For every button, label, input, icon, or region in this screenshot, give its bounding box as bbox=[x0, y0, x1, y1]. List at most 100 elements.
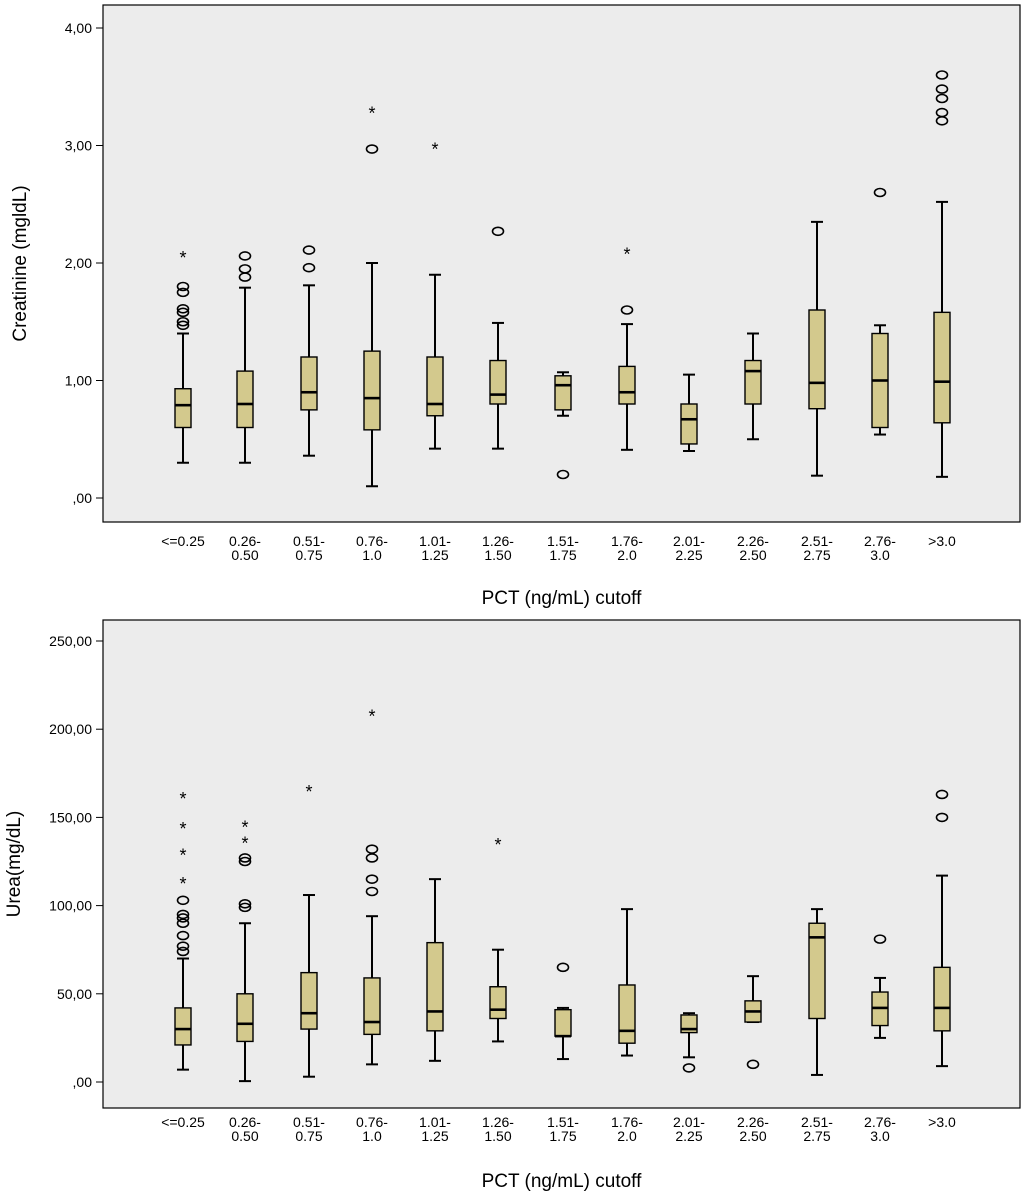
y-tick-label: 4,00 bbox=[65, 20, 92, 36]
outlier-point bbox=[176, 895, 190, 906]
x-tick-label: >3.0 bbox=[928, 533, 956, 549]
x-tick-label: 1.51- bbox=[547, 1114, 579, 1130]
x-tick-label: >3.0 bbox=[928, 1114, 956, 1130]
outlier-point bbox=[238, 899, 252, 909]
outlier-point bbox=[365, 874, 379, 884]
x-tick-label: 1.75 bbox=[549, 547, 576, 563]
box-13 bbox=[933, 789, 951, 1068]
outlier-point bbox=[238, 853, 252, 863]
y-tick-label: 50,00 bbox=[57, 986, 92, 1002]
iqr-box bbox=[680, 403, 698, 445]
box-4: * bbox=[363, 103, 381, 488]
x-tick-label: 0.51- bbox=[293, 533, 325, 549]
x-tick-label: 0.50 bbox=[231, 547, 258, 563]
iqr-box bbox=[933, 311, 951, 424]
plot-area bbox=[102, 4, 1021, 523]
iqr-box bbox=[363, 350, 381, 431]
outlier-point bbox=[556, 962, 570, 973]
x-tick-label: 2.75 bbox=[803, 547, 830, 563]
outlier-point bbox=[935, 107, 949, 118]
chart-1: ,00 1,00 2,00 3,00 4,00 Creatinine (mgldL) PCT… bbox=[10, 4, 1021, 609]
iqr-box bbox=[808, 309, 826, 410]
outlier-point bbox=[176, 316, 190, 327]
outlier-point bbox=[238, 856, 252, 867]
outlier-point bbox=[176, 304, 190, 314]
outlier-point bbox=[176, 918, 190, 929]
x-tick-label: 1.25 bbox=[421, 547, 448, 563]
box-2: ** bbox=[236, 817, 254, 1083]
outlier-point bbox=[365, 886, 379, 897]
x-tick-label: 3.0 bbox=[870, 547, 890, 563]
outlier-point bbox=[176, 281, 190, 292]
outlier-point bbox=[176, 913, 190, 923]
x-tick-label: 1.25 bbox=[421, 1128, 448, 1144]
outlier-point bbox=[620, 305, 634, 315]
y-tick-label: 200,00 bbox=[49, 721, 92, 737]
y-tick-label: 2,00 bbox=[65, 255, 92, 271]
y-tick-label: ,00 bbox=[73, 490, 93, 506]
outlier-point bbox=[176, 941, 190, 951]
extreme-point: * bbox=[241, 817, 248, 837]
extreme-point: * bbox=[305, 782, 312, 802]
outlier-point bbox=[365, 853, 379, 863]
box-13 bbox=[933, 70, 951, 478]
box-7 bbox=[554, 962, 572, 1061]
chart-2: ,00 50,00 100,00 150,00 200,00 250,00 Urea(mg/… bbox=[4, 619, 1021, 1192]
x-tick-label: 2.25 bbox=[675, 547, 702, 563]
y-tick-label: ,00 bbox=[73, 1074, 93, 1090]
x-tick-label: 1.26- bbox=[482, 1114, 514, 1130]
outlier-point bbox=[873, 934, 887, 944]
y-tick-label: 150,00 bbox=[49, 809, 92, 825]
x-tick-label: 1.76- bbox=[611, 533, 643, 549]
extreme-point: * bbox=[179, 248, 186, 268]
x-tick-label: 2.26- bbox=[737, 533, 769, 549]
iqr-box bbox=[618, 365, 636, 405]
x-axis-label: PCT (ng/mL) cutoff bbox=[482, 1171, 643, 1192]
iqr-box bbox=[808, 922, 826, 1020]
x-tick-label: 2.76- bbox=[864, 533, 896, 549]
iqr-box bbox=[174, 1007, 192, 1046]
outlier-point bbox=[935, 70, 949, 80]
iqr-box bbox=[174, 388, 192, 429]
x-tick-label: 2.26- bbox=[737, 1114, 769, 1130]
iqr-box bbox=[236, 370, 254, 429]
x-tick-label: 2.51- bbox=[801, 1114, 833, 1130]
x-tick-label: 1.51- bbox=[547, 533, 579, 549]
x-tick-label: 0.26- bbox=[229, 1114, 261, 1130]
extreme-point: * bbox=[368, 706, 375, 726]
x-tick-label: 2.50 bbox=[739, 1128, 766, 1144]
extreme-point: * bbox=[241, 833, 248, 853]
iqr-box bbox=[236, 993, 254, 1043]
x-tick-label: 1.01- bbox=[419, 1114, 451, 1130]
outlier-point bbox=[176, 946, 190, 957]
iqr-box bbox=[300, 971, 318, 1030]
box-1: * bbox=[174, 248, 192, 464]
x-tick-label: 1.26- bbox=[482, 533, 514, 549]
box-12 bbox=[871, 187, 889, 436]
x-tick-label: 2.01- bbox=[673, 533, 705, 549]
outlier-point bbox=[935, 789, 949, 800]
iqr-box bbox=[300, 356, 318, 411]
x-tick-label: 0.50 bbox=[231, 1128, 258, 1144]
x-tick-label: 2.50 bbox=[739, 547, 766, 563]
x-tick-label: 1.76- bbox=[611, 1114, 643, 1130]
x-tick-label: 0.51- bbox=[293, 1114, 325, 1130]
outlier-point bbox=[365, 844, 379, 854]
box-8: * bbox=[618, 244, 636, 451]
x-tick-label: 0.76- bbox=[356, 1114, 388, 1130]
box-10 bbox=[744, 975, 762, 1070]
x-tick-label: 1.0 bbox=[362, 1128, 382, 1144]
box-6 bbox=[489, 226, 507, 450]
x-tick-label: 0.75 bbox=[295, 547, 322, 563]
box-11 bbox=[808, 220, 826, 477]
box-6: * bbox=[489, 835, 507, 1043]
extreme-point: * bbox=[179, 789, 186, 809]
y-axis-label: Urea(mg/dL) bbox=[4, 811, 25, 918]
iqr-box bbox=[618, 984, 636, 1044]
box-9 bbox=[680, 373, 698, 452]
box-5 bbox=[426, 878, 444, 1062]
y-tick-label: 1,00 bbox=[65, 373, 92, 389]
box-5: * bbox=[426, 140, 444, 450]
box-2 bbox=[236, 251, 254, 464]
